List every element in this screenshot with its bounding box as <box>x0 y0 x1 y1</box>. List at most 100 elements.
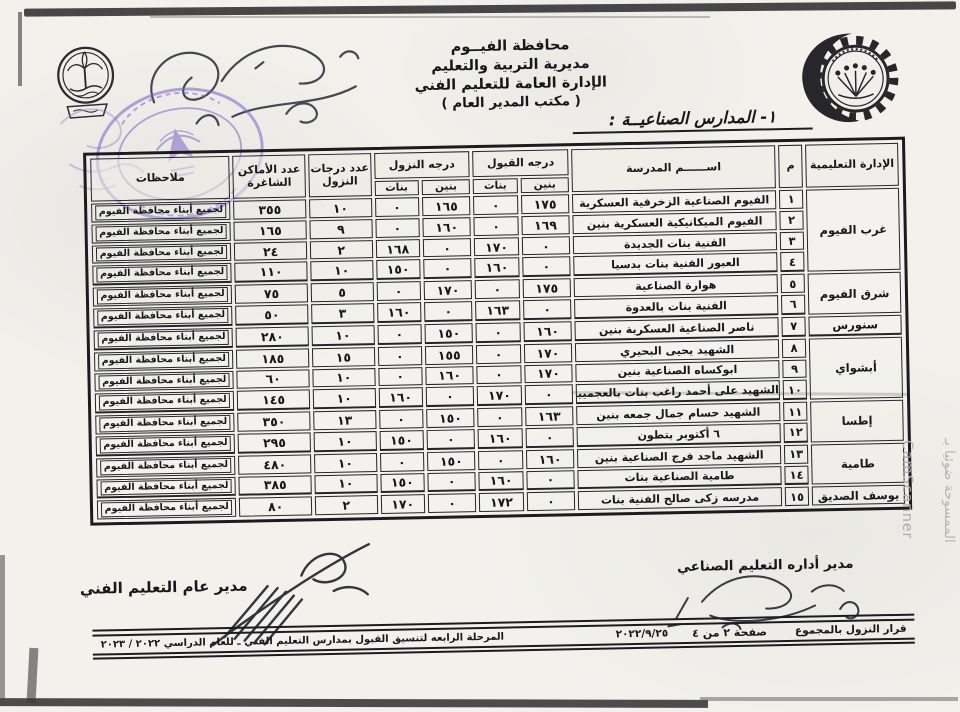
note-text: لجميع أبناء محافظة الفيوم <box>95 244 228 262</box>
accept-girls: ١٧٠ <box>474 236 519 257</box>
accept-boys: ١٦٩ <box>521 215 570 235</box>
letterhead: محافظة الفيــوم مديرية التربية والتعليم … <box>375 35 646 115</box>
vacant-places: ٢٤ <box>234 240 308 262</box>
note-text: لجميع أبناء محافظة الفيوم <box>96 287 229 305</box>
accept-boys: ٠ <box>524 384 574 406</box>
accept-girls: ٠ <box>477 407 523 428</box>
accept-girls: ٠ <box>478 449 524 470</box>
note-text: لجميع أبناء محافظة الفيوم <box>98 351 230 369</box>
vacant-places: ١٤٥ <box>237 389 311 411</box>
admin-cell-east-fayoum: شرق الفيوم <box>807 272 902 315</box>
row-num: ١ <box>778 189 804 209</box>
drop-count: ١٥ <box>311 346 375 367</box>
note-text: لجميع أبناء محافظة الفيوم <box>95 202 227 221</box>
drop-boys: ٠ <box>423 258 472 280</box>
drop-count: ١٣ <box>313 410 377 431</box>
drop-girls: ٠ <box>378 409 424 429</box>
vacant-places: ٥٠ <box>235 304 309 326</box>
footer-decision-title-part1: قرار النزول بالمجموع <box>794 622 907 637</box>
notes-cell: لجميع أبناء محافظة الفيوم <box>95 433 236 457</box>
accept-boys: ١٦٠ <box>523 321 573 342</box>
drop-boys: ١٥٠ <box>426 408 475 429</box>
drop-girls: ١٦٨ <box>375 238 421 259</box>
accept-girls: ١٦٠ <box>474 257 520 279</box>
subheader-accept-boys: بنين <box>520 177 570 194</box>
row-num: ٢ <box>779 210 804 230</box>
footer-decision-title-part2: المرحلة الرابعه لتنسيق القبول بمدارس الت… <box>100 631 505 650</box>
school-name: الفنية بنات بالعدوة <box>574 295 779 320</box>
vacant-places: ٧٥ <box>235 283 309 304</box>
accept-boys: ١٦٠ <box>525 448 575 469</box>
scan-edge-top-thin <box>150 16 710 18</box>
school-name: الفنية بنات الجديدة <box>572 231 778 255</box>
admin-cell-itsa: إطسا <box>810 399 904 443</box>
school-name: الشهيد حسام جمال جمعه بنين <box>576 402 781 426</box>
school-name: هوارة الصناعية <box>573 274 778 298</box>
drop-boys: ١٦٠ <box>425 365 475 386</box>
school-name: مدرسه زكى صالح الفنية بنات <box>577 487 783 511</box>
technical-education-gear-emblem-icon <box>793 28 903 134</box>
watermark-arabic-text: الممسوحة ضوئيا بـ <box>941 437 957 543</box>
industrial-schools-table: الإدارة التعليمية م اســــــم المدرسة در… <box>83 136 913 526</box>
vacant-places: ٤٨٠ <box>238 454 312 475</box>
accept-boys: ١٧٥ <box>522 278 572 299</box>
school-name: الفيوم الصناعية الزخرفية العسكرية <box>572 190 777 213</box>
drop-count: ١٠ <box>312 367 376 388</box>
row-num: ٩ <box>782 359 807 379</box>
camscanner-watermark: الممسوحة ضوئيا بـ CamScanner <box>899 285 957 695</box>
drop-count: ٩ <box>309 218 373 239</box>
notes-cell: لجميع أبناء محافظة الفيوم <box>96 498 237 520</box>
accept-boys: ٠ <box>526 469 575 491</box>
school-name: العبور الفنية بنات بدسيا <box>573 252 778 277</box>
drop-count: ١٠ <box>313 452 377 473</box>
accept-girls: ١٧٢ <box>479 492 524 513</box>
vacant-places: ٨٠ <box>239 496 313 517</box>
subheader-drop-girls: بنات <box>374 180 419 197</box>
row-num: ١١ <box>783 401 808 422</box>
accept-girls: ٠ <box>476 364 522 385</box>
row-num: ٧ <box>781 316 806 337</box>
row-num: ٨ <box>781 338 807 358</box>
notes-cell: لجميع أبناء محافظة الفيوم <box>91 221 232 244</box>
drop-girls: ٠ <box>377 324 422 345</box>
school-name: الفيوم الميكانيكية العسكرية بنين <box>572 211 777 234</box>
drop-count: ١٠ <box>312 388 376 410</box>
note-text: لجميع أبناء محافظة الفيوم <box>96 265 228 283</box>
accept-girls: ٠ <box>476 343 522 364</box>
drop-boys: ٠ <box>426 429 476 450</box>
accept-boys: ١٧٠ <box>524 363 573 384</box>
col-header-drop-grade: درجه النزول <box>373 151 470 180</box>
col-header-admin: الإدارة التعليمية <box>805 142 899 188</box>
note-text: لجميع أبناء محافظة الفيوم <box>100 457 232 476</box>
scan-edge-left-top <box>18 12 22 86</box>
accept-boys: ١٧٠ <box>523 342 573 363</box>
col-header-accept-grade: درجه القبول <box>472 149 569 178</box>
notes-cell: لجميع أبناء محافظة الفيوم <box>92 285 233 307</box>
vacant-places: ٢٨٠ <box>235 326 309 348</box>
footer-date: ٢٠٢٢/٩/٢٥ <box>615 627 669 641</box>
drop-girls: ١٥٠ <box>379 472 425 494</box>
note-text: لجميع أبناء محافظة الفيوم <box>100 500 233 518</box>
row-num: ١٠ <box>782 379 808 401</box>
drop-girls: ١٦٠ <box>376 302 422 323</box>
accept-girls: ٠ <box>473 216 519 236</box>
drop-girls: ١٦٠ <box>378 387 424 409</box>
drop-count: ١٠ <box>310 260 374 282</box>
subheader-drop-boys: بنين <box>421 179 471 196</box>
row-num: ٥ <box>780 273 806 294</box>
col-header-vacant: عدد الأماكن الشاغرة <box>232 154 306 199</box>
document-page: محافظة الفيــوم مديرية التربية والتعليم … <box>23 7 940 697</box>
vacant-places: ٣٥٠ <box>237 411 311 432</box>
notes-cell: لجميع أبناء محافظة الفيوم <box>91 242 232 265</box>
drop-girls: ١٧٠ <box>380 494 426 515</box>
vacant-places: ٣٨٥ <box>238 474 312 497</box>
accept-boys: ٠ <box>525 427 575 448</box>
notes-cell: لجميع أبناء محافظة الفيوم <box>94 391 235 414</box>
accept-girls: ١٦٠ <box>478 470 524 492</box>
note-text: لجميع أبناء محافظة الفيوم <box>97 329 230 348</box>
vacant-places: ٦٠ <box>236 368 310 390</box>
drop-girls: ٠ <box>379 451 425 472</box>
row-num: ١٥ <box>784 486 810 507</box>
drop-boys: ١٧٠ <box>423 280 473 301</box>
